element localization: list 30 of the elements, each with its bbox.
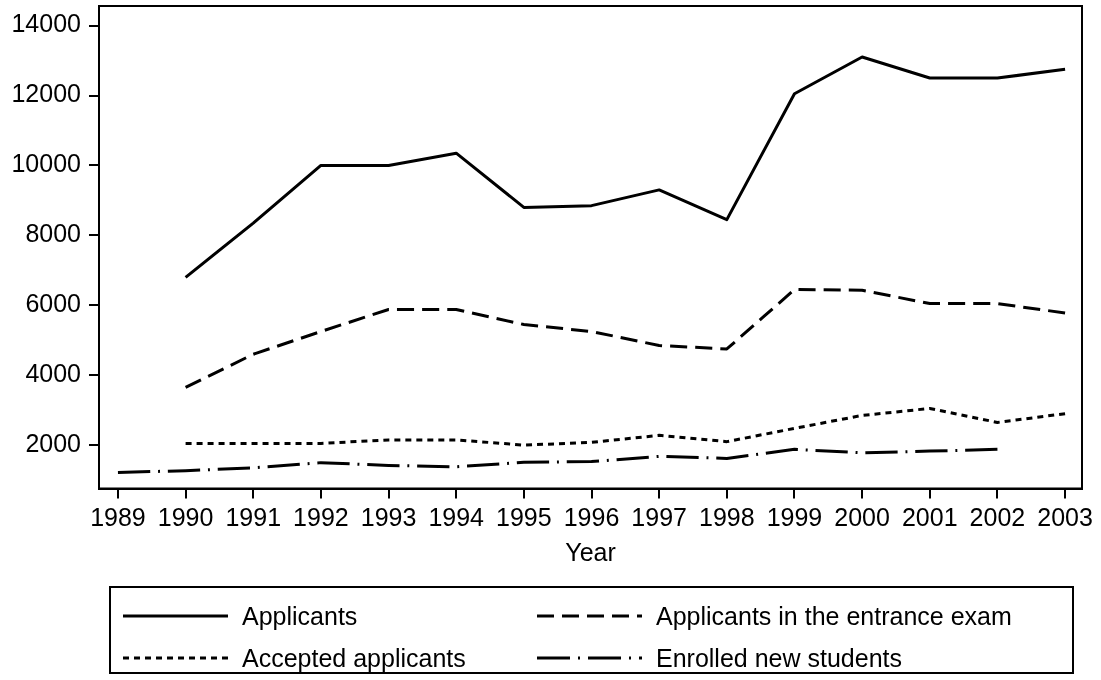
y-tick-label: 2000 (25, 429, 81, 458)
x-tick-label: 1996 (563, 503, 620, 532)
legend-label: Applicants (242, 601, 358, 631)
x-tick-label: 2002 (969, 503, 1026, 532)
line-series (116, 447, 999, 474)
y-tick-label: 14000 (11, 9, 81, 38)
x-tick-label: 1999 (766, 503, 823, 532)
x-tick-label: 1994 (428, 503, 485, 532)
y-tick-label: 12000 (11, 79, 81, 108)
y-tick-label: 6000 (25, 289, 81, 318)
legend-label: Applicants in the entrance exam (656, 601, 1012, 631)
x-tick-label: 2001 (901, 503, 958, 532)
x-tick-label: 1990 (157, 503, 214, 532)
x-axis-title: Year (565, 537, 616, 566)
legend-label: Enrolled new students (656, 643, 902, 673)
x-tick-label: 1998 (699, 503, 755, 532)
y-tick-label: 4000 (25, 359, 81, 388)
x-tick-label: 1997 (631, 503, 687, 532)
x-tick-label: 2003 (1037, 503, 1093, 532)
x-tick-label: 1989 (90, 503, 146, 532)
x-tick-label: 2000 (834, 503, 890, 532)
x-tick-label: 1992 (293, 503, 349, 532)
x-tick-label: 1991 (225, 503, 282, 532)
y-tick-label: 8000 (25, 219, 81, 248)
y-tick-label: 10000 (11, 149, 81, 178)
legend-label: Accepted applicants (242, 643, 466, 673)
x-tick-label: 1995 (496, 503, 552, 532)
line-series (184, 288, 1067, 389)
line-series (184, 406, 1067, 447)
x-tick-label: 1993 (360, 503, 417, 532)
